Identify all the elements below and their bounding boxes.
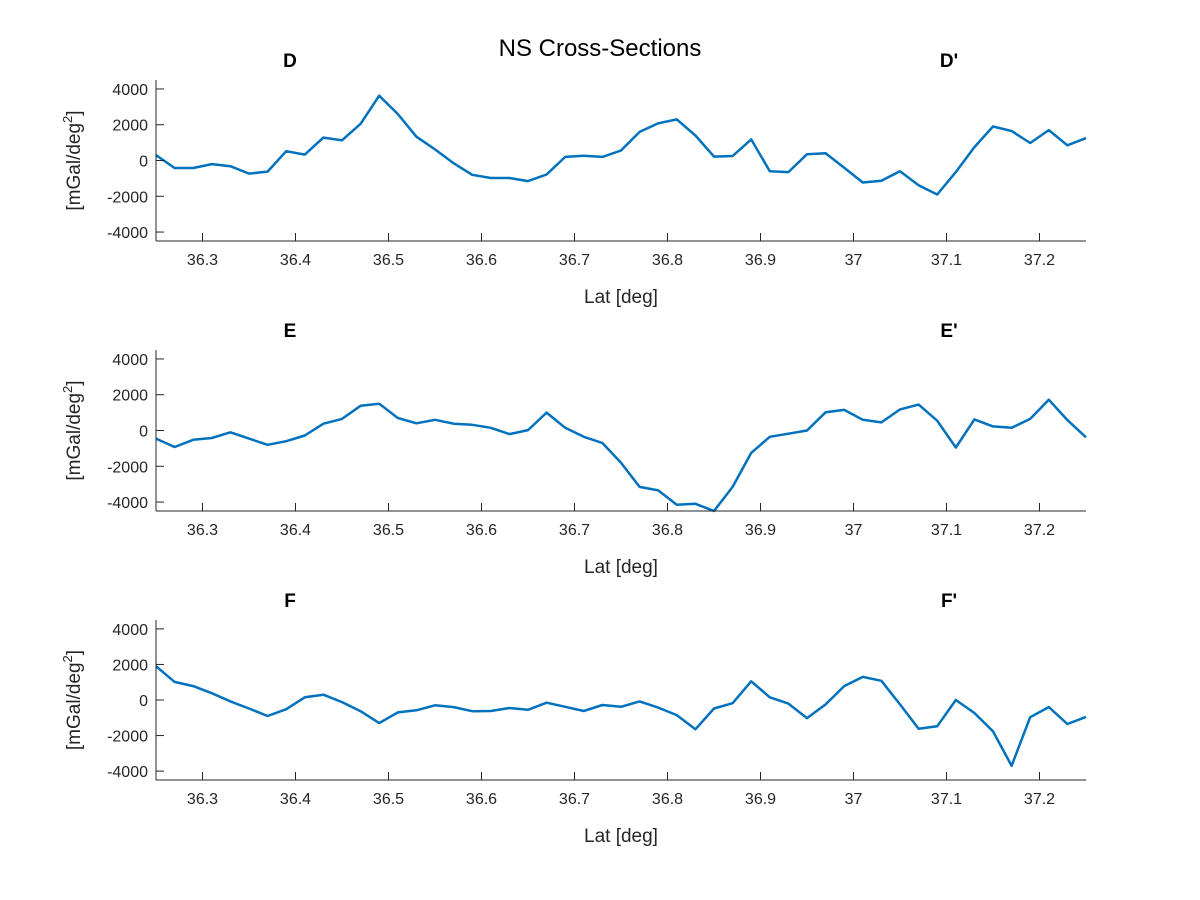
y-tick-label: 4000: [112, 622, 148, 639]
x-tick-label: 36.3: [187, 791, 218, 808]
y-tick-label: 0: [139, 424, 148, 441]
profile-end-label: F': [941, 591, 957, 612]
x-tick-label: 36.5: [373, 252, 404, 269]
x-tick-label: 36.4: [280, 791, 311, 808]
x-tick-label: 37.2: [1024, 791, 1055, 808]
x-tick-label: 36.5: [373, 522, 404, 539]
x-tick-label: 37.1: [931, 791, 962, 808]
y-tick-label: 0: [139, 693, 148, 710]
y-tick-label: -2000: [107, 189, 148, 206]
series-line-d: [155, 94, 1087, 196]
x-tick-label: 36.6: [466, 252, 497, 269]
y-tick-label: 2000: [112, 657, 148, 674]
x-tick-label: 36.8: [652, 252, 683, 269]
y-tick-label: -2000: [107, 729, 148, 746]
panel-f: 36.3 36.4 36.5 36.6 36.7 36.8 36.9 37 37.1 37.2 -4…: [60, 591, 1087, 847]
profile-start-label: E: [284, 321, 297, 342]
x-axis-label: Lat [deg]: [584, 287, 658, 308]
profile-start-label: D: [283, 51, 297, 72]
x-tick-label: 36.6: [466, 522, 497, 539]
y-axis-label: [mGal/deg2]: [60, 380, 85, 480]
y-tick-label: 4000: [112, 82, 148, 99]
panel-d: 36.3 36.4 36.5 36.6 36.7 36.8 36.9 37 37.1 37.2 -4…: [60, 51, 1087, 308]
x-tick-label: 37.1: [931, 252, 962, 269]
series-line-e: [155, 398, 1087, 513]
x-tick-label: 36.7: [559, 252, 590, 269]
y-axis-label: [mGal/deg2]: [60, 110, 85, 210]
x-tick-label: 37: [845, 252, 863, 269]
x-tick-label: 36.3: [187, 522, 218, 539]
x-tick-label: 36.3: [187, 252, 218, 269]
x-tick-label: 36.5: [373, 791, 404, 808]
profile-end-label: E': [940, 321, 957, 342]
x-tick-label: 36.7: [559, 522, 590, 539]
x-tick-label: 36.8: [652, 522, 683, 539]
y-tick-label: 4000: [112, 352, 148, 369]
x-tick-label: 36.4: [280, 252, 311, 269]
x-tick-label: 37: [845, 791, 863, 808]
x-tick-label: 37.2: [1024, 522, 1055, 539]
y-axis-label: [mGal/deg2]: [60, 650, 85, 750]
x-tick-label: 37: [845, 522, 863, 539]
x-tick-label: 36.8: [652, 791, 683, 808]
x-axis-label: Lat [deg]: [584, 826, 658, 847]
x-tick-label: 37.1: [931, 522, 962, 539]
y-tick-label: -4000: [107, 225, 148, 242]
profile-end-label: D': [940, 51, 958, 72]
x-tick-label: 36.9: [745, 522, 776, 539]
x-tick-label: 37.2: [1024, 252, 1055, 269]
x-tick-label: 36.9: [745, 791, 776, 808]
y-tick-label: -4000: [107, 495, 148, 512]
panel-e: 36.3 36.4 36.5 36.6 36.7 36.8 36.9 37 37.1 37.2 -4…: [60, 321, 1087, 578]
x-axis-label: Lat [deg]: [584, 557, 658, 578]
y-tick-label: 0: [139, 154, 148, 171]
y-tick-label: 2000: [112, 118, 148, 135]
x-tick-label: 36.9: [745, 252, 776, 269]
x-tick-label: 36.4: [280, 522, 311, 539]
x-tick-label: 36.7: [559, 791, 590, 808]
series-line-f: [155, 665, 1087, 768]
y-tick-label: -4000: [107, 764, 148, 781]
figure-title: NS Cross-Sections: [499, 35, 702, 62]
y-tick-label: -2000: [107, 459, 148, 476]
y-tick-label: 2000: [112, 388, 148, 405]
profile-start-label: F: [284, 591, 296, 612]
x-tick-label: 36.6: [466, 791, 497, 808]
